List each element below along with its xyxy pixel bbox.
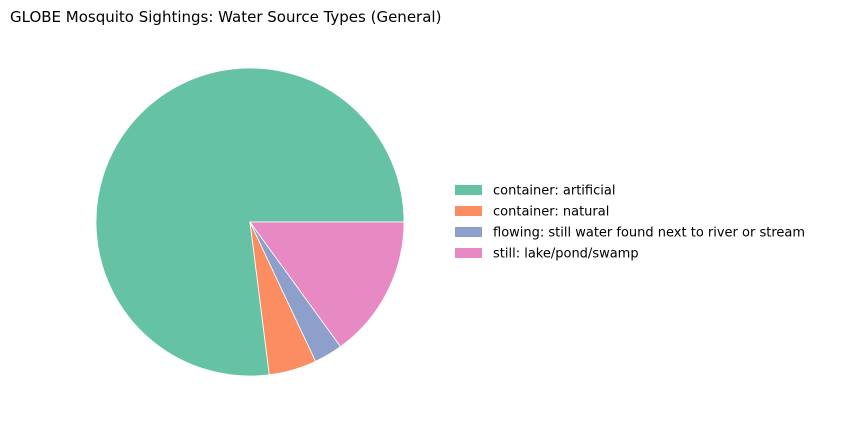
legend-swatch-4	[455, 248, 482, 258]
legend-label-4: still: lake/pond/swamp	[493, 247, 639, 262]
pie-slices	[95, 67, 405, 377]
legend-swatch-2	[455, 206, 482, 216]
chart-title: GLOBE Mosquito Sightings: Water Source T…	[10, 8, 441, 26]
legend-label-3: flowing: still water found next to river…	[493, 226, 805, 241]
pie-slice-1	[95, 67, 405, 377]
legend-swatch-3	[455, 227, 482, 237]
legend-swatch-1	[455, 185, 482, 195]
legend-label-2: container: natural	[493, 205, 609, 220]
legend: container: artificial container: natural f…	[455, 184, 805, 262]
legend-label-1: container: artificial	[493, 184, 615, 199]
pie-slice-4	[249, 221, 405, 348]
